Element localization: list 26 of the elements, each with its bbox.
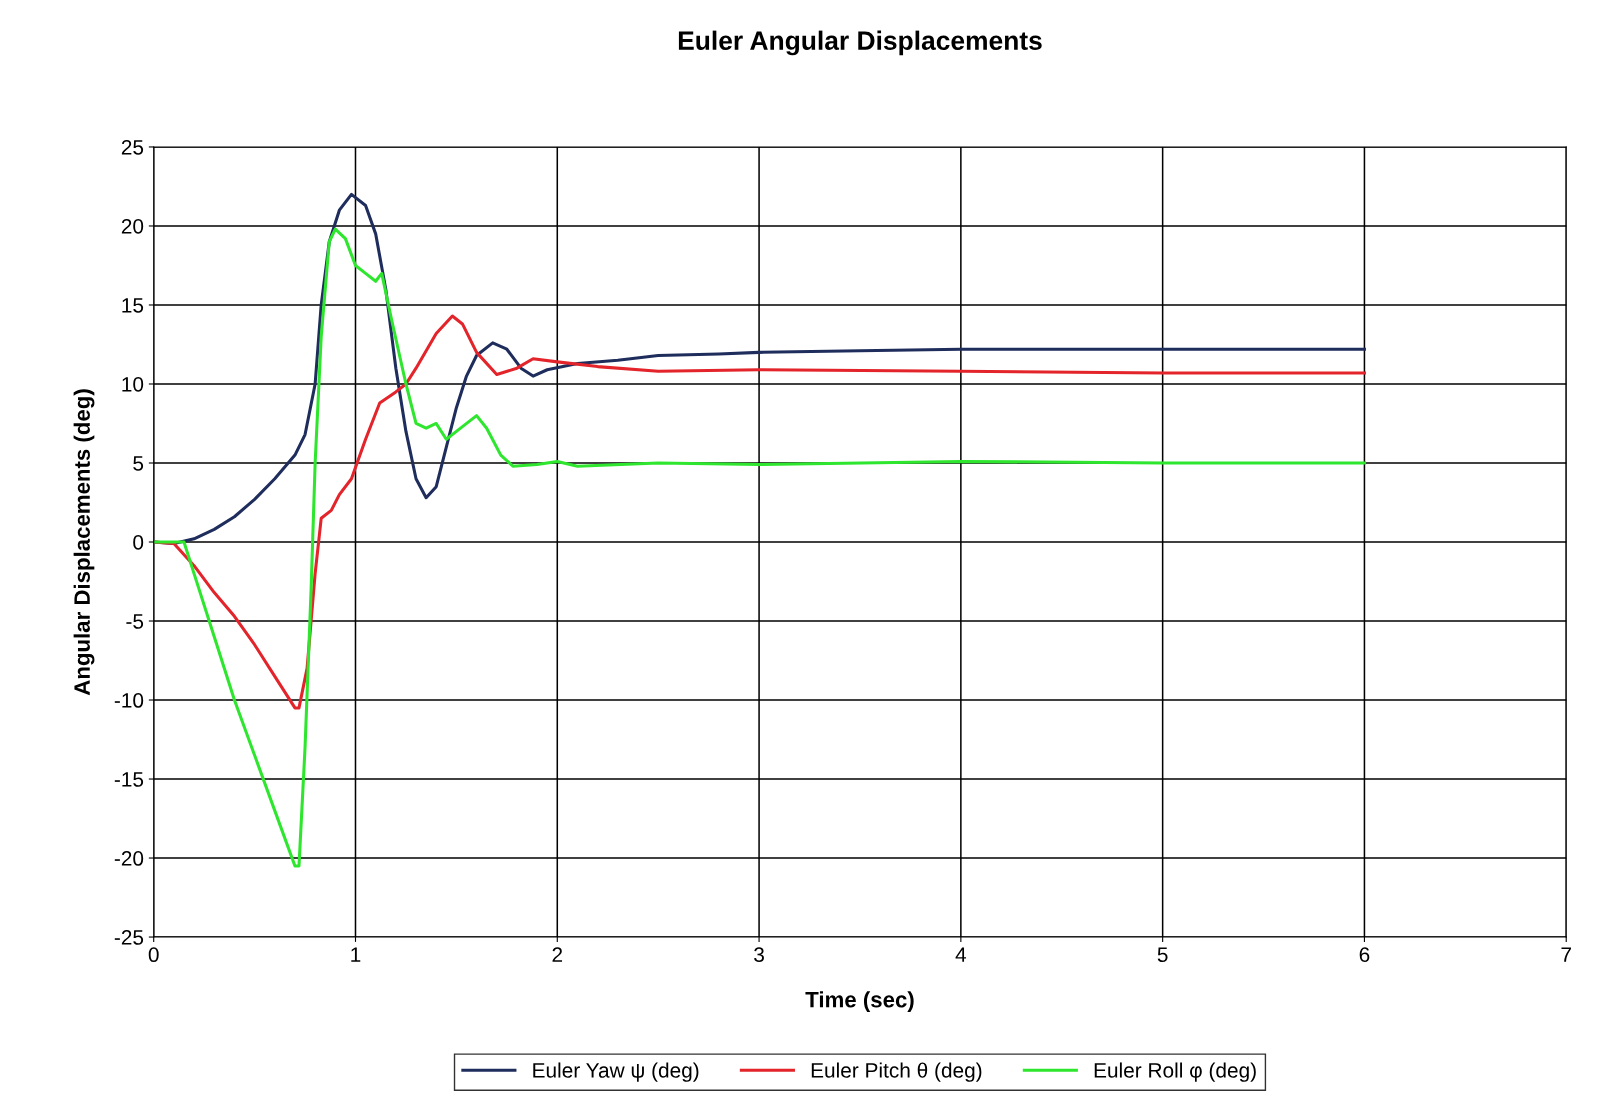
y-tick-label: 0 <box>133 535 144 550</box>
x-tick-label: 2 <box>552 947 563 962</box>
x-tick-label: 6 <box>1359 947 1370 963</box>
y-axis-title: Angular Displacements (deg) <box>73 389 95 696</box>
x-axis-title: Time (sec) <box>805 991 914 1012</box>
y-tick-label: -5 <box>126 614 144 629</box>
y-tick-label: -25 <box>114 930 144 945</box>
x-tick-label: 0 <box>148 947 159 963</box>
y-tick-label: 15 <box>122 298 144 313</box>
x-tick-label: 7 <box>1561 947 1571 962</box>
legend-label: Euler Yaw ψ (deg) <box>533 1062 699 1082</box>
x-tick-label: 3 <box>754 947 764 963</box>
line-series <box>153 227 1366 868</box>
y-tick-label: 10 <box>122 376 144 392</box>
x-tick-label: 4 <box>955 947 967 962</box>
chart-title: Euler Angular Displacements <box>678 30 1042 56</box>
y-tick-label: 25 <box>121 139 144 155</box>
y-tick-label: -10 <box>114 693 144 708</box>
y-tick-label: -20 <box>114 851 144 866</box>
legend-label: Euler Roll φ (deg) <box>1094 1062 1256 1082</box>
legend-label: Euler Pitch θ (deg) <box>811 1062 982 1082</box>
x-tick-label: 1 <box>351 947 361 962</box>
y-tick-label: 20 <box>121 218 144 234</box>
y-tick-label: -15 <box>114 772 144 787</box>
y-tick-label: 5 <box>133 456 144 471</box>
x-tick-label: 5 <box>1157 947 1168 963</box>
